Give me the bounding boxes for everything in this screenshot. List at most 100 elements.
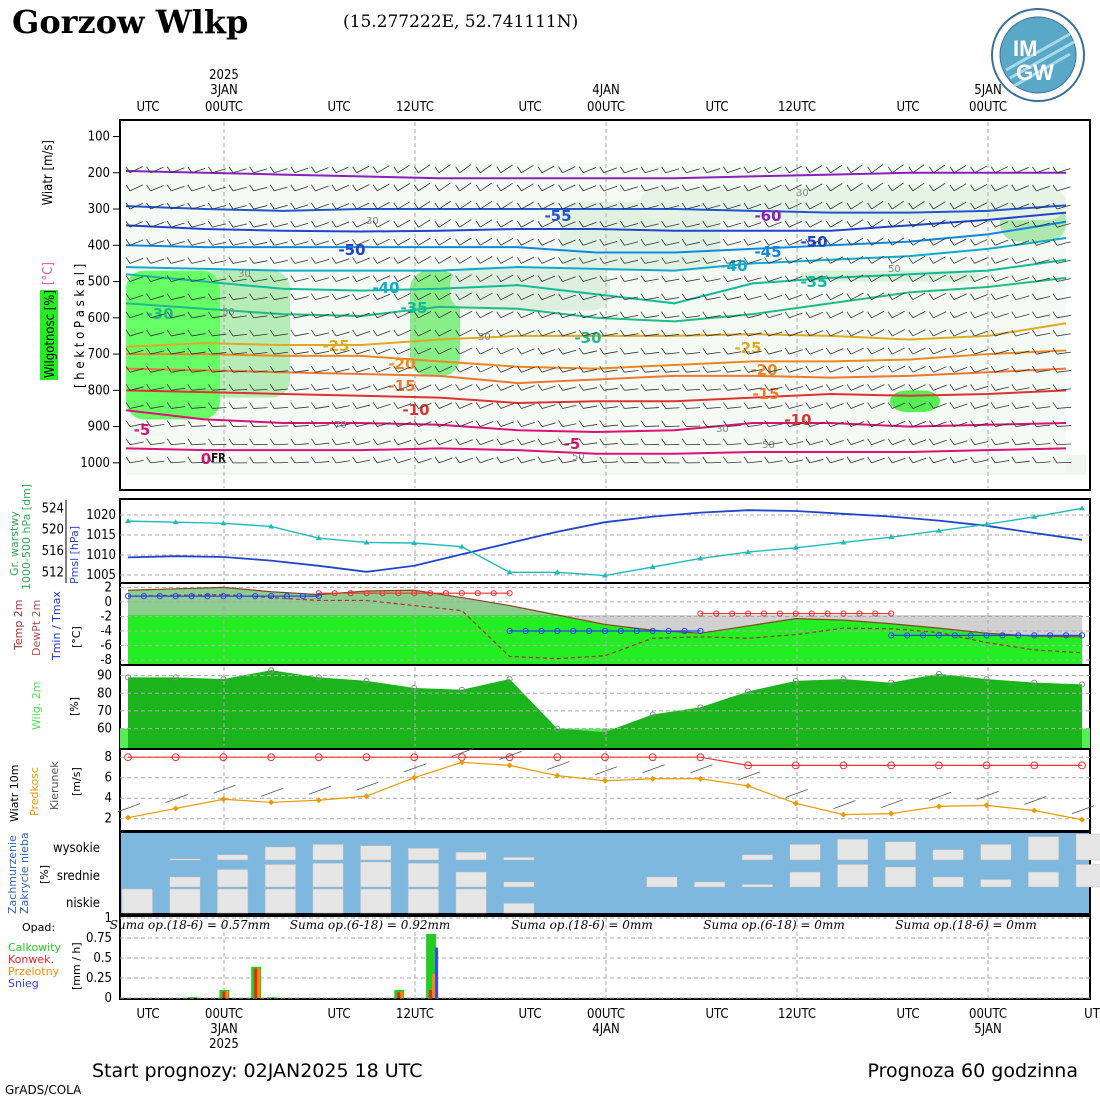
wind-barb <box>603 369 618 373</box>
tmin-point <box>283 592 291 600</box>
wind-barb-feather <box>146 365 151 373</box>
wind-barb <box>150 460 165 464</box>
wind-barb-feather <box>908 166 914 173</box>
wind-barb <box>1036 351 1051 355</box>
wind-barb-feather <box>826 239 831 246</box>
top-time-label: 00UTC <box>587 100 625 115</box>
wind-barb <box>644 260 659 264</box>
cloud-bar-wysokie <box>217 854 249 861</box>
wind-barb-feather <box>455 166 460 173</box>
wind-barb <box>1015 368 1030 373</box>
wind-barb-feather <box>249 220 254 228</box>
wind-barb <box>232 241 247 246</box>
wind-barb-feather <box>166 293 172 300</box>
wind-barb-feather <box>537 184 543 192</box>
wind-barb-feather <box>269 275 275 282</box>
wind-barb-feather <box>723 456 728 464</box>
thickness-tick-label: 516 <box>42 544 64 559</box>
wind-barb <box>665 205 680 210</box>
wind-barb-feather <box>702 402 708 409</box>
wind-barb-feather <box>887 184 893 192</box>
wind-barb-feather <box>681 438 687 445</box>
wind-barb-feather <box>496 365 502 373</box>
tmin-point <box>935 632 943 639</box>
wind-barb-feather <box>578 347 584 355</box>
wind-barb-feather <box>414 365 419 373</box>
direction-barb <box>117 803 141 813</box>
wind-barb <box>253 352 268 355</box>
wind-barb-feather <box>166 220 172 228</box>
wind-barb <box>933 256 946 264</box>
wind-barb-feather <box>269 257 275 264</box>
wind-barb <box>789 220 803 228</box>
wind-barb-feather <box>681 257 687 264</box>
speed-point <box>840 811 847 818</box>
wind-barb-feather <box>805 438 811 445</box>
wind-barb-feather <box>949 384 955 391</box>
wind-barb <box>809 312 823 319</box>
wind-barb-feather <box>1052 275 1058 282</box>
wind-barb <box>1036 369 1051 373</box>
wind-barb-feather <box>661 184 666 192</box>
wind-barb-feather <box>1011 257 1017 264</box>
pressure-tick-label: 600 <box>88 311 110 326</box>
speed-point <box>220 796 227 803</box>
wind-barb-feather <box>1052 365 1058 373</box>
wind-barb-feather <box>125 347 131 355</box>
wind-barb-feather <box>620 402 625 409</box>
wind-barb-feather <box>661 202 666 210</box>
wind-barb <box>1056 186 1071 192</box>
wind-barb-feather <box>929 275 934 282</box>
wind-barb-feather <box>393 257 399 264</box>
wind-barb <box>335 258 350 264</box>
wind-barb <box>789 349 803 355</box>
wind-barb-feather <box>311 166 316 173</box>
wind-barb <box>891 164 904 174</box>
wind-barb-feather <box>249 202 254 210</box>
wind-barb <box>294 296 309 301</box>
isotherm-label: -5 <box>134 421 151 439</box>
wind-barb <box>891 200 905 210</box>
tmax-point <box>331 590 338 597</box>
wind-barb-feather <box>990 184 996 192</box>
wind-barb-feather <box>990 202 996 210</box>
wind-barb <box>438 365 452 373</box>
wind-barb-feather <box>1011 202 1017 210</box>
tmin-point <box>315 592 322 600</box>
isotherm-label: -15 <box>388 377 415 395</box>
bottom-time-label: UT <box>1084 1007 1100 1022</box>
wind-barb <box>418 292 431 301</box>
wind-barb-feather <box>620 184 625 192</box>
wind-barb-feather <box>331 438 337 445</box>
wind-barb <box>871 292 885 301</box>
isotherm-label: -60 <box>754 207 781 225</box>
wind-barb-feather <box>228 293 234 300</box>
wind-barb <box>974 459 989 464</box>
wind-barb-feather <box>578 257 584 264</box>
wind-barb <box>603 240 618 246</box>
wind-barb-feather <box>764 329 769 337</box>
wind-barb-feather <box>1011 184 1017 192</box>
wind-barb <box>706 443 721 446</box>
wind-barb-feather <box>681 184 687 192</box>
cloud-bar-srednie <box>217 869 249 888</box>
wind-barb-feather <box>1032 202 1037 210</box>
wind-barb <box>706 260 721 264</box>
wind-barb-feather <box>1011 329 1017 337</box>
precip-bar <box>435 947 439 998</box>
tmin-point <box>919 632 927 639</box>
wind-barb <box>995 404 1009 409</box>
wind-barb <box>479 164 492 174</box>
wind-barb <box>953 238 967 246</box>
wind-barb-feather <box>661 402 666 409</box>
wind-barb <box>459 384 473 391</box>
isotherm-label: -25 <box>322 337 349 355</box>
wind-barb-feather <box>125 311 131 319</box>
wind-barb <box>377 330 391 337</box>
wind-barb <box>253 168 268 174</box>
direction-barb <box>547 761 570 771</box>
wind-barb <box>418 201 431 210</box>
wind-barb-feather <box>414 402 419 409</box>
wind-barb <box>150 387 165 391</box>
wind-barb-feather <box>867 456 872 464</box>
